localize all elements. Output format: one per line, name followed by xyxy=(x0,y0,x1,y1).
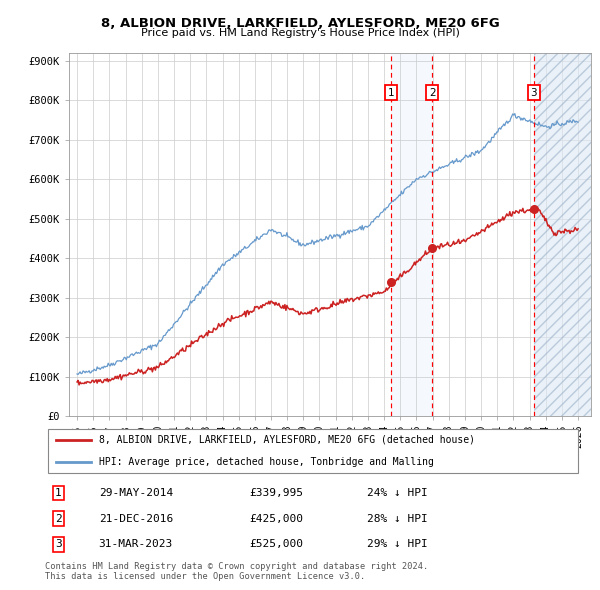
Text: 2: 2 xyxy=(55,514,62,523)
Text: £525,000: £525,000 xyxy=(249,539,303,549)
Text: £425,000: £425,000 xyxy=(249,514,303,523)
Text: 8, ALBION DRIVE, LARKFIELD, AYLESFORD, ME20 6FG (detached house): 8, ALBION DRIVE, LARKFIELD, AYLESFORD, M… xyxy=(98,435,475,445)
Text: 2: 2 xyxy=(429,87,436,97)
Text: 3: 3 xyxy=(530,87,537,97)
Text: 8, ALBION DRIVE, LARKFIELD, AYLESFORD, ME20 6FG: 8, ALBION DRIVE, LARKFIELD, AYLESFORD, M… xyxy=(101,17,499,30)
Text: 1: 1 xyxy=(388,87,394,97)
FancyBboxPatch shape xyxy=(47,428,578,473)
Text: This data is licensed under the Open Government Licence v3.0.: This data is licensed under the Open Gov… xyxy=(45,572,365,581)
Bar xyxy=(391,53,432,416)
Text: 28% ↓ HPI: 28% ↓ HPI xyxy=(367,514,428,523)
Bar xyxy=(533,53,591,416)
Text: £339,995: £339,995 xyxy=(249,488,303,498)
Text: Price paid vs. HM Land Registry's House Price Index (HPI): Price paid vs. HM Land Registry's House … xyxy=(140,28,460,38)
Text: 31-MAR-2023: 31-MAR-2023 xyxy=(98,539,173,549)
Text: Contains HM Land Registry data © Crown copyright and database right 2024.: Contains HM Land Registry data © Crown c… xyxy=(45,562,428,571)
Text: HPI: Average price, detached house, Tonbridge and Malling: HPI: Average price, detached house, Tonb… xyxy=(98,457,434,467)
Text: 21-DEC-2016: 21-DEC-2016 xyxy=(98,514,173,523)
Text: 1: 1 xyxy=(55,488,62,498)
Text: 29-MAY-2014: 29-MAY-2014 xyxy=(98,488,173,498)
Text: 3: 3 xyxy=(55,539,62,549)
Text: 29% ↓ HPI: 29% ↓ HPI xyxy=(367,539,428,549)
Text: 24% ↓ HPI: 24% ↓ HPI xyxy=(367,488,428,498)
